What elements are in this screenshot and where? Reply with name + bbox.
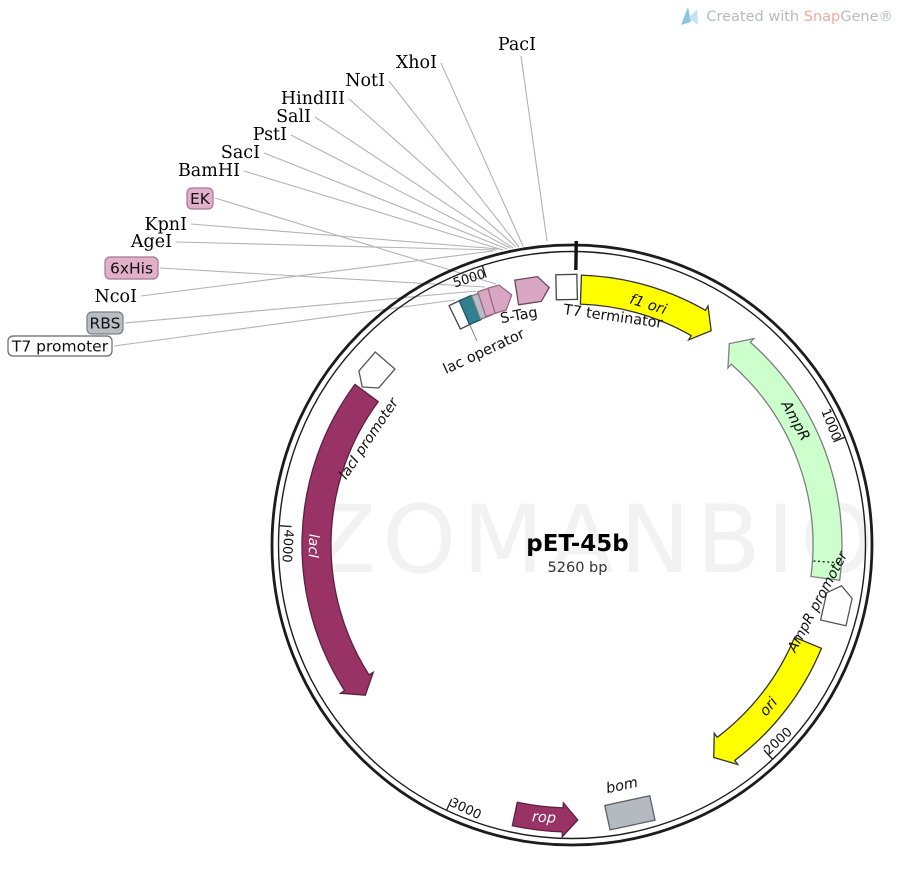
6xHis-leader-line bbox=[159, 267, 486, 288]
feature-label-rop: rop bbox=[531, 809, 556, 827]
T7-terminator-box bbox=[555, 273, 579, 301]
snapgene-credit: Created with SnapGene® bbox=[680, 7, 893, 27]
site-label-XhoI: XhoI bbox=[396, 53, 437, 73]
BamHI-leader-line bbox=[243, 170, 504, 251]
tag-6xHis-box bbox=[104, 256, 159, 280]
credit-brand-gene: Gene® bbox=[840, 9, 893, 25]
rop-arc bbox=[511, 801, 579, 839]
tick-4000 bbox=[278, 525, 292, 528]
EK-leader-line bbox=[214, 197, 497, 285]
watermark: ZOMANBIO bbox=[312, 486, 881, 595]
SalI-leader-line bbox=[314, 116, 514, 249]
NcoI-leader-line bbox=[140, 250, 494, 297]
SacI-leader-line bbox=[263, 152, 508, 250]
feature-label-S-Tag: S-Tag bbox=[499, 305, 539, 327]
HindIII-leader-line bbox=[348, 98, 517, 248]
AgeI-leader-line bbox=[175, 241, 497, 251]
tick-5000 bbox=[481, 264, 487, 278]
plasmid-title-block: pET-45b 5260 bp bbox=[450, 531, 705, 576]
tag-RBS-box bbox=[86, 311, 124, 335]
credit-brand-snap: Snap bbox=[803, 9, 841, 25]
PstI-leader-line bbox=[290, 134, 511, 249]
feature-label-lacI: lacI bbox=[305, 534, 321, 559]
PacI-leader-line bbox=[520, 55, 548, 242]
credit-text: Created with SnapGene® bbox=[706, 9, 893, 25]
RBS-leader-line bbox=[124, 290, 477, 324]
tag-T7-promoter-box bbox=[7, 335, 113, 357]
NotI-leader-line bbox=[388, 80, 520, 248]
EK-arrow bbox=[487, 284, 513, 315]
tick-1000 bbox=[833, 436, 846, 443]
KpnI-leader-line bbox=[190, 223, 500, 250]
credit-prefix: Created with bbox=[706, 9, 804, 25]
backbone-outer-ring bbox=[270, 243, 874, 847]
lacI-promoter-arrow bbox=[358, 351, 396, 389]
site-label-NotI: NotI bbox=[345, 71, 385, 91]
site-label-KpnI: KpnI bbox=[145, 215, 187, 235]
site-label-PacI: PacI bbox=[498, 35, 536, 55]
tag-EK-label: EK bbox=[190, 190, 211, 208]
tag-6xHis-label: 6xHis bbox=[110, 260, 153, 278]
site-label-HindIII: HindIII bbox=[281, 89, 345, 109]
tag-RBS-label: RBS bbox=[90, 315, 121, 333]
tag-EK-box bbox=[186, 187, 214, 210]
f1-ori-arc bbox=[579, 274, 712, 342]
tag-T7-promoter-label: T7 promoter bbox=[11, 338, 109, 356]
bom-box bbox=[604, 794, 656, 831]
T7-promoter-leader-line bbox=[113, 299, 456, 347]
S-Tag-arrow bbox=[514, 275, 551, 306]
site-label-BamHI: BamHI bbox=[178, 161, 240, 181]
lacI-arc bbox=[301, 383, 380, 696]
site-label-AgeI: AgeI bbox=[130, 232, 172, 252]
feature-label-bom: bom bbox=[605, 775, 640, 797]
snapgene-logo-icon bbox=[681, 7, 699, 25]
backbone-inner-ring bbox=[277, 250, 867, 840]
plasmid-name: pET-45b bbox=[526, 531, 629, 557]
site-label-PstI: PstI bbox=[253, 125, 287, 145]
plasmid-size: 5260 bp bbox=[547, 560, 608, 576]
AmpR-arc bbox=[727, 337, 843, 581]
site-label-NcoI: NcoI bbox=[94, 287, 137, 307]
tick-label-4000: 4000 bbox=[278, 529, 295, 563]
AmpR-promoter-arrow bbox=[819, 584, 853, 627]
feature-label-lac-operator: lac operator bbox=[441, 326, 527, 378]
tick-2000 bbox=[763, 749, 774, 761]
ori-arc bbox=[713, 636, 823, 766]
lac-operator-leader-line bbox=[468, 322, 478, 342]
XhoI-leader-line bbox=[440, 62, 524, 247]
site-label-SalI: SalI bbox=[276, 107, 311, 127]
tick-3000 bbox=[445, 798, 453, 812]
site-label-SacI: SacI bbox=[221, 143, 260, 163]
